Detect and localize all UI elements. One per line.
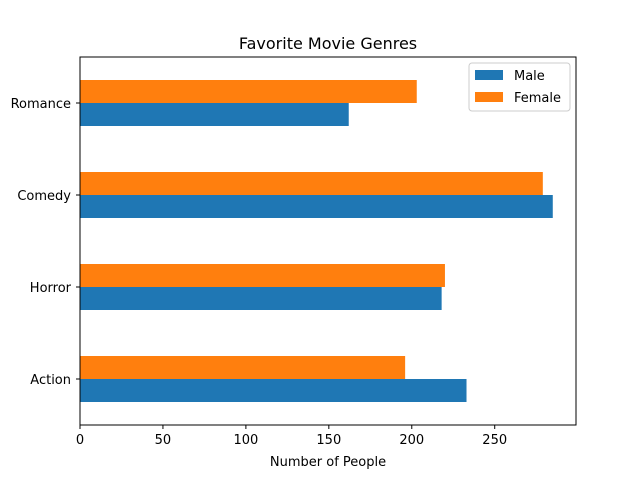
bar-female-action xyxy=(80,356,406,379)
plot-frame xyxy=(79,56,577,426)
bar-female-comedy xyxy=(80,172,543,195)
x-axis-label: Number of People xyxy=(270,455,386,470)
bar-male-horror xyxy=(80,287,442,310)
legend-swatch-female xyxy=(475,92,503,102)
bar-male-action xyxy=(80,379,467,402)
bar-female-horror xyxy=(80,264,445,287)
x-axis: 0 50 100 150 200 250 xyxy=(76,425,507,448)
x-tick-label: 50 xyxy=(155,433,172,448)
x-tick-label: 0 xyxy=(76,433,84,448)
bars-layer xyxy=(80,80,553,402)
x-tick-label: 150 xyxy=(316,433,341,448)
legend-label-male: Male xyxy=(514,69,545,84)
y-tick-label: Comedy xyxy=(17,189,71,204)
bar-female-romance xyxy=(80,80,417,103)
y-axis: Action Horror Comedy Romance xyxy=(11,97,80,388)
x-tick-label: 100 xyxy=(233,433,258,448)
bar-male-comedy xyxy=(80,195,553,218)
legend-label-female: Female xyxy=(514,91,561,106)
x-tick-label: 250 xyxy=(482,433,507,448)
y-tick-label: Action xyxy=(30,373,71,388)
x-tick-label: 200 xyxy=(399,433,424,448)
y-tick-label: Romance xyxy=(11,97,71,112)
chart-title: Favorite Movie Genres xyxy=(239,34,417,53)
legend: Male Female xyxy=(468,62,571,112)
legend-swatch-male xyxy=(475,70,503,80)
y-tick-label: Horror xyxy=(30,281,72,296)
bar-male-romance xyxy=(80,103,349,126)
